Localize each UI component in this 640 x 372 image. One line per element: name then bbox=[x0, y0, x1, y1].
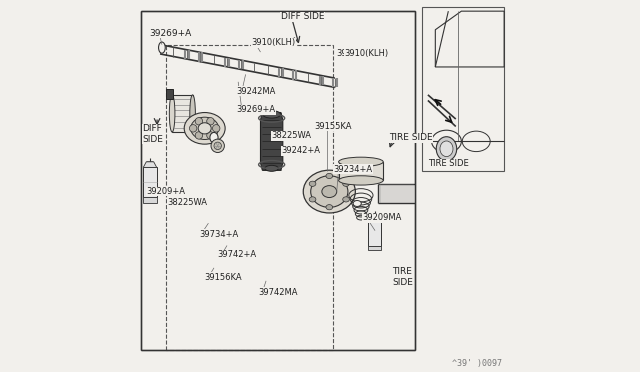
Ellipse shape bbox=[339, 176, 383, 185]
Text: 39209MA: 39209MA bbox=[363, 213, 402, 222]
Ellipse shape bbox=[339, 157, 383, 167]
Polygon shape bbox=[147, 162, 154, 167]
Circle shape bbox=[189, 125, 197, 132]
Ellipse shape bbox=[326, 205, 333, 210]
Circle shape bbox=[207, 118, 214, 125]
Text: ^39' )0097: ^39' )0097 bbox=[452, 359, 502, 368]
Ellipse shape bbox=[326, 173, 333, 179]
Text: 39742+A: 39742+A bbox=[218, 250, 257, 259]
Ellipse shape bbox=[262, 111, 280, 118]
Ellipse shape bbox=[191, 117, 219, 140]
Text: 39734+A: 39734+A bbox=[199, 230, 238, 239]
Circle shape bbox=[212, 125, 220, 132]
Polygon shape bbox=[172, 95, 193, 132]
Circle shape bbox=[211, 139, 225, 153]
Polygon shape bbox=[260, 112, 283, 170]
Text: DIFF
SIDE: DIFF SIDE bbox=[142, 124, 163, 144]
Ellipse shape bbox=[462, 131, 490, 152]
Ellipse shape bbox=[184, 112, 225, 144]
Text: 39155KA: 39155KA bbox=[314, 122, 352, 131]
Polygon shape bbox=[143, 197, 157, 203]
Ellipse shape bbox=[436, 137, 457, 161]
Circle shape bbox=[195, 118, 203, 125]
Text: 3910(KLH): 3910(KLH) bbox=[251, 38, 295, 47]
Text: 38225WA: 38225WA bbox=[271, 131, 312, 140]
Polygon shape bbox=[369, 246, 381, 250]
Polygon shape bbox=[143, 167, 157, 197]
Text: 39269+A: 39269+A bbox=[149, 29, 191, 38]
Ellipse shape bbox=[309, 197, 316, 202]
Polygon shape bbox=[166, 89, 173, 99]
Polygon shape bbox=[422, 7, 504, 171]
Ellipse shape bbox=[310, 176, 348, 208]
Text: 39156KA: 39156KA bbox=[205, 273, 243, 282]
Text: 39242+A: 39242+A bbox=[281, 146, 320, 155]
Text: 38225WA: 38225WA bbox=[168, 198, 207, 207]
Ellipse shape bbox=[440, 141, 453, 157]
Polygon shape bbox=[141, 11, 415, 350]
Text: 39742MA: 39742MA bbox=[259, 288, 298, 296]
Ellipse shape bbox=[303, 170, 355, 213]
Text: 39234+A: 39234+A bbox=[333, 165, 372, 174]
Polygon shape bbox=[369, 219, 381, 246]
Text: 39269+A: 39269+A bbox=[236, 105, 275, 114]
Ellipse shape bbox=[198, 123, 211, 134]
Circle shape bbox=[214, 142, 221, 150]
Ellipse shape bbox=[342, 197, 349, 202]
Text: 3910(KLH): 3910(KLH) bbox=[344, 49, 388, 58]
Ellipse shape bbox=[322, 186, 337, 198]
Polygon shape bbox=[143, 162, 157, 167]
Text: TIRE
SIDE: TIRE SIDE bbox=[392, 267, 413, 287]
Text: 39209+A: 39209+A bbox=[147, 187, 185, 196]
Ellipse shape bbox=[342, 181, 349, 186]
Ellipse shape bbox=[353, 201, 362, 206]
Ellipse shape bbox=[159, 42, 165, 53]
Circle shape bbox=[207, 132, 214, 139]
Text: 3910(KLH): 3910(KLH) bbox=[337, 49, 381, 58]
Text: TIRE SIDE: TIRE SIDE bbox=[389, 133, 433, 142]
Text: 39242MA: 39242MA bbox=[236, 87, 276, 96]
Circle shape bbox=[195, 132, 203, 139]
Polygon shape bbox=[369, 215, 381, 219]
Text: DIFF SIDE: DIFF SIDE bbox=[281, 12, 324, 21]
Ellipse shape bbox=[190, 95, 195, 132]
Ellipse shape bbox=[309, 181, 316, 186]
Ellipse shape bbox=[431, 130, 461, 153]
Ellipse shape bbox=[265, 166, 278, 171]
Polygon shape bbox=[371, 215, 378, 219]
Text: TIRE SIDE: TIRE SIDE bbox=[428, 159, 468, 168]
Polygon shape bbox=[339, 162, 383, 180]
Ellipse shape bbox=[210, 132, 218, 143]
Ellipse shape bbox=[170, 95, 175, 132]
